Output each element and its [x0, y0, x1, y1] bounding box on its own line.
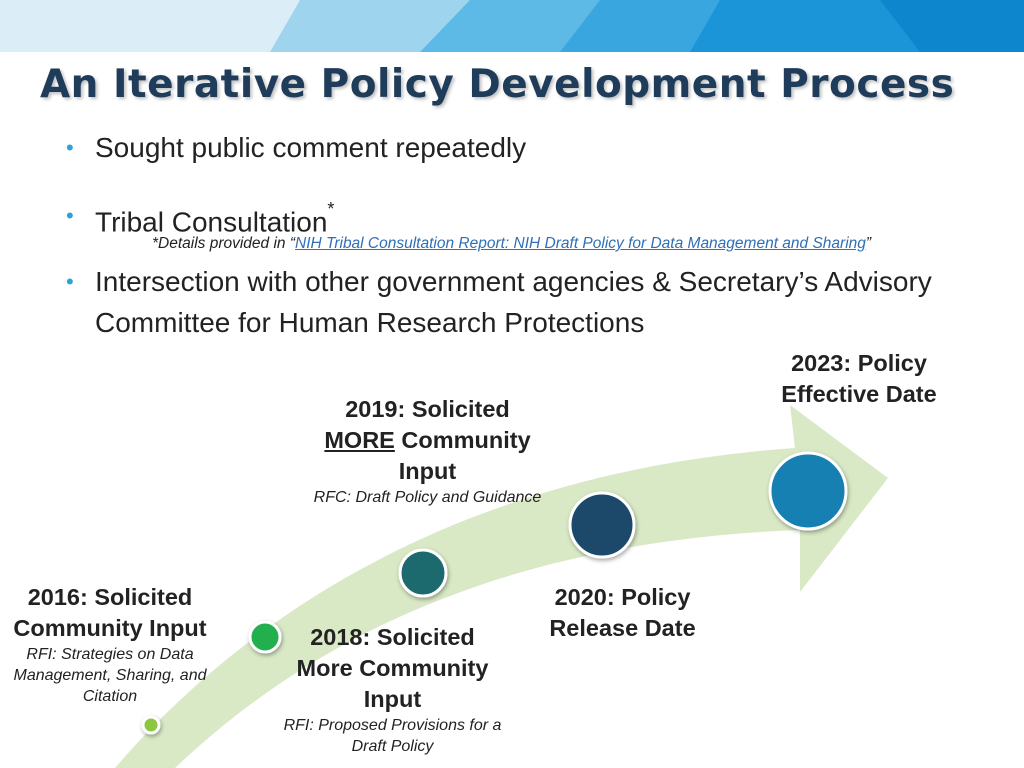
footnote-marker: * — [327, 199, 335, 219]
milestone-2016: 2016: Solicited Community Input RFI: Str… — [0, 582, 220, 707]
footnote: *Details provided in “NIH Tribal Consult… — [152, 235, 871, 253]
milestone-2020: 2020: Policy Release Date — [530, 582, 715, 644]
milestone-2018: 2018: Solicited More Community Input RFI… — [280, 622, 505, 757]
milestone-heading: 2023: Policy Effective Date — [781, 350, 937, 407]
milestone-heading-a: 2019: Solicited — [345, 396, 510, 422]
milestone-detail: RFI: Strategies on Data Management, Shar… — [13, 646, 207, 705]
bullet-dot-icon: • — [66, 135, 74, 160]
bullet-intersection: • Intersection with other government age… — [66, 261, 966, 343]
bullet-dot-icon: • — [66, 269, 74, 294]
bullet-text: Intersection with other government agenc… — [95, 266, 932, 338]
bullet-tribal-consultation: • Tribal Consultation* — [66, 195, 334, 242]
milestone-2023: 2023: Policy Effective Date — [770, 348, 948, 410]
footnote-suffix: ” — [865, 235, 872, 252]
bullet-public-comment: • Sought public comment repeatedly — [66, 127, 526, 168]
milestone-heading: 2018: Solicited More Community Input — [296, 624, 489, 712]
milestone-dot-2019 — [398, 548, 448, 598]
milestone-emphasis: MORE — [324, 427, 395, 453]
bullet-dot-icon: • — [66, 203, 74, 228]
tribal-report-link[interactable]: NIH Tribal Consultation Report: NIH Draf… — [295, 235, 866, 252]
header-banner — [0, 0, 1024, 52]
milestone-heading-b: Community Input — [394, 427, 531, 484]
footnote-prefix: *Details provided in “ — [152, 235, 296, 252]
milestone-heading: 2020: Policy Release Date — [549, 584, 696, 641]
milestone-dot-2023 — [768, 451, 848, 531]
bullet-text: Sought public comment repeatedly — [95, 132, 527, 163]
slide-title: An Iterative Policy Development Process — [40, 62, 955, 107]
milestone-2019: 2019: Solicited MORE Community Input RFC:… — [300, 394, 555, 508]
milestone-detail: RFC: Draft Policy and Guidance — [313, 489, 542, 506]
milestone-heading: 2019: Solicited MORE Community Input — [300, 394, 555, 487]
timeline-arrow-body — [115, 405, 888, 768]
milestone-heading: 2016: Solicited Community Input — [13, 584, 207, 641]
milestone-dot-2016 — [141, 715, 161, 735]
bullet-text: Tribal Consultation — [95, 206, 328, 238]
milestone-detail: RFI: Proposed Provisions for a Draft Pol… — [283, 717, 502, 755]
milestone-dot-2020 — [568, 491, 636, 559]
milestone-dot-2018 — [248, 620, 282, 654]
